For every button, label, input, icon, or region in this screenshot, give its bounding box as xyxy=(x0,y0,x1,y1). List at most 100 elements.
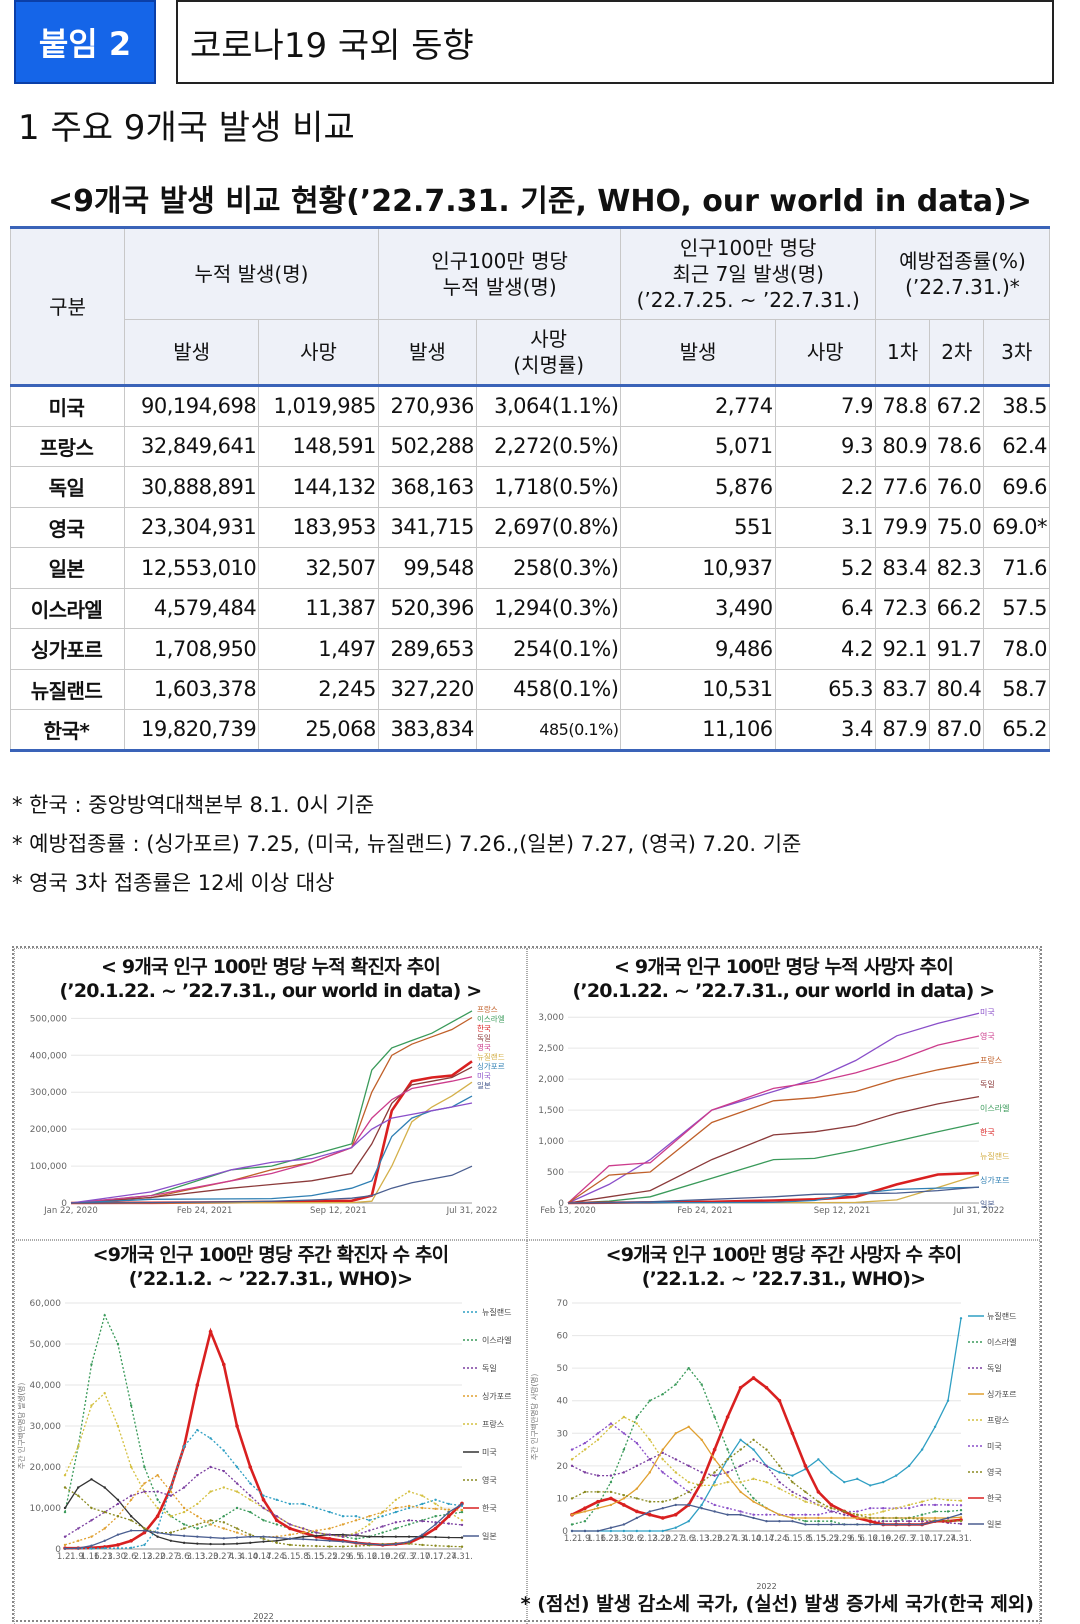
data-point xyxy=(959,1516,963,1519)
y-tick-label: 30 xyxy=(557,1429,569,1439)
legend-entry: 뉴질랜드 xyxy=(980,1151,1009,1161)
data-point xyxy=(129,1404,133,1407)
data-point xyxy=(222,1542,225,1546)
data-point xyxy=(596,1432,600,1435)
table-cell: 4.2 xyxy=(774,628,876,670)
chart-title: < 9개국 인구 100만 명당 누적 확진자 추이 (’20.1.22. ~ ’… xyxy=(59,956,483,1002)
data-point xyxy=(143,1482,146,1485)
legend-entry: 싱가포르 xyxy=(980,1175,1009,1185)
data-point xyxy=(249,1482,252,1485)
data-point xyxy=(946,1516,950,1520)
x-tick-label: 4.3. xyxy=(229,1552,245,1562)
data-point xyxy=(674,1503,677,1507)
y-tick-label: 200,000 xyxy=(30,1125,67,1135)
table-cell: 66.2 xyxy=(929,587,985,629)
data-point xyxy=(856,1516,859,1520)
data-point xyxy=(275,1539,278,1542)
data-point xyxy=(765,1448,768,1451)
section-title: 1 주요 9개국 발생 비교 xyxy=(18,108,355,148)
x-tick-label: 5.15. xyxy=(306,1552,328,1562)
legend-entry: 독일 xyxy=(987,1364,1002,1373)
data-point xyxy=(103,1392,106,1395)
data-point xyxy=(817,1513,820,1516)
data-point xyxy=(570,1464,574,1468)
legend-entry: 미국 xyxy=(980,1008,995,1017)
data-point xyxy=(856,1477,859,1481)
data-point xyxy=(169,1494,173,1497)
data-point xyxy=(407,1542,411,1545)
data-point xyxy=(804,1497,807,1500)
data-point xyxy=(817,1516,820,1520)
x-tick-label: 4.3. xyxy=(732,1534,748,1544)
data-point xyxy=(765,1507,768,1510)
series-line xyxy=(571,1376,962,1526)
x-tick-label: 1.23. xyxy=(600,1534,622,1544)
table-cell: 502,288 xyxy=(377,425,477,467)
data-point xyxy=(894,1520,898,1523)
data-point xyxy=(327,1536,332,1541)
subheader-cell: 발생 xyxy=(123,319,260,386)
legend-entry: 일본 xyxy=(980,1200,995,1209)
data-point xyxy=(156,1506,159,1510)
y-tick-label: 100,000 xyxy=(30,1162,67,1172)
data-point xyxy=(341,1535,345,1538)
data-point xyxy=(143,1490,146,1493)
data-point xyxy=(777,1398,782,1403)
table-cell: 65.2 xyxy=(983,709,1050,752)
data-point xyxy=(829,1503,834,1507)
series-line xyxy=(64,1392,463,1538)
legend-entry: 프랑스 xyxy=(482,1419,504,1429)
series-line xyxy=(65,1327,463,1550)
x-tick-label: 3.20. xyxy=(704,1534,726,1544)
table-cell: 62.4 xyxy=(983,425,1050,467)
data-point xyxy=(817,1520,820,1523)
data-point xyxy=(434,1535,437,1539)
table-cell: 1,497 xyxy=(258,628,379,670)
data-point xyxy=(726,1471,729,1474)
data-point xyxy=(765,1520,768,1523)
data-point xyxy=(421,1502,424,1506)
data-point xyxy=(920,1523,924,1526)
x-tick-label: 1.9. xyxy=(70,1552,86,1562)
legend-entry: 미국 xyxy=(987,1442,1002,1451)
data-point xyxy=(817,1500,820,1503)
data-point xyxy=(660,1516,665,1520)
country-name: 프랑스 xyxy=(10,425,125,467)
x-tick-label: 5.1. xyxy=(784,1534,800,1544)
data-point xyxy=(713,1484,716,1487)
table-row: 뉴질랜드 1,603,378 2,245 327,220 458(0.1%) 10,531… xyxy=(10,668,1050,710)
data-point xyxy=(725,1415,730,1419)
table-row: 이스라엘 4,579,484 11,387 520,396 1,294(0.3%) 3,4… xyxy=(10,587,1050,629)
data-point xyxy=(143,1543,146,1547)
data-point xyxy=(143,1527,146,1530)
data-point xyxy=(674,1526,677,1529)
data-point xyxy=(434,1507,437,1511)
table-cell: 2,774 xyxy=(620,384,776,427)
legend-entry: 프랑스 xyxy=(987,1415,1009,1425)
chart-cumulative-deaths: < 9개국 인구 100만 명당 누적 사망자 추이 (’20.1.22. ~ ’… xyxy=(527,948,1040,1240)
data-point xyxy=(687,1425,690,1428)
x-tick-label: 1.16. xyxy=(81,1552,103,1562)
data-point xyxy=(394,1542,398,1546)
data-point xyxy=(274,1518,279,1523)
data-point xyxy=(869,1516,872,1520)
data-point xyxy=(713,1503,716,1507)
data-point xyxy=(407,1504,411,1508)
data-point xyxy=(933,1510,937,1513)
data-point xyxy=(738,1385,743,1390)
data-point xyxy=(447,1545,450,1548)
data-point xyxy=(609,1526,613,1529)
data-point xyxy=(275,1536,278,1539)
table-cell: 72.3 xyxy=(874,587,931,629)
data-point xyxy=(622,1529,626,1533)
table-cell: 6.4 xyxy=(774,587,876,629)
data-point xyxy=(674,1497,677,1500)
data-point xyxy=(700,1438,703,1441)
data-point xyxy=(222,1521,225,1524)
data-point xyxy=(609,1490,613,1494)
data-point xyxy=(713,1474,716,1477)
data-point xyxy=(275,1523,278,1526)
x-tick-label: Sep 12, 2021 xyxy=(814,1206,871,1216)
data-point xyxy=(354,1544,358,1548)
table-cell: 82.3 xyxy=(929,547,985,589)
